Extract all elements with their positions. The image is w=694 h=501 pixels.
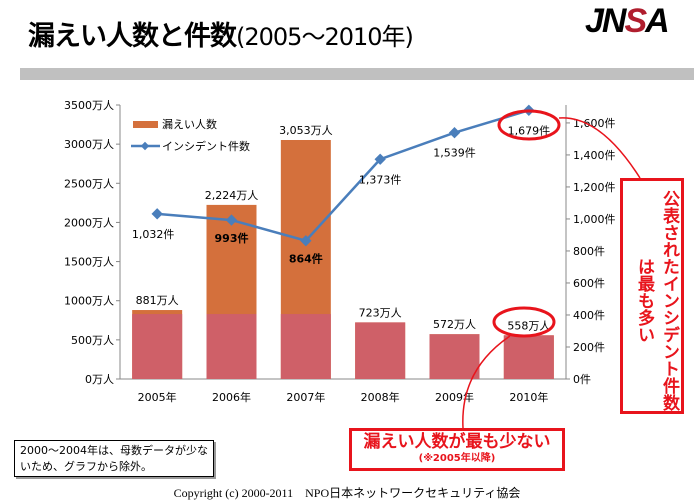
callout-min-leaks: 漏えい人数が最も少ない (※2005年以降) — [349, 428, 565, 471]
bar-base — [355, 322, 406, 379]
legend-marker-line — [140, 141, 150, 151]
line-label: 864件 — [289, 252, 323, 266]
bar-label: 881万人 — [136, 294, 179, 307]
left-tick-label: 0万人 — [85, 373, 114, 386]
page-title: 漏えい人数と件数(2005～2010年) — [28, 21, 414, 52]
exclusion-note: 2000～2004年は、母数データが少ないため、グラフから除外。 — [14, 440, 214, 477]
bar-base — [206, 314, 257, 379]
left-tick-label: 1500万人 — [64, 256, 114, 269]
right-tick-label: 400件 — [573, 309, 605, 322]
legend-label-bars: 漏えい人数 — [162, 118, 217, 131]
callout-min-leaks-note: (※2005年以降) — [418, 453, 496, 464]
callout-max-incidents: 公表されたインシデント件数は最も多い — [620, 178, 684, 414]
bar-label: 2,224万人 — [205, 189, 259, 202]
right-tick-label: 1,000件 — [573, 213, 616, 226]
left-tick-label: 2000万人 — [64, 216, 114, 229]
right-tick-label: 1,400件 — [573, 149, 616, 162]
x-tick-label: 2008年 — [361, 390, 400, 404]
title-divider — [20, 68, 694, 80]
incident-line — [157, 109, 530, 243]
line-point — [151, 208, 163, 220]
left-tick-label: 3000万人 — [64, 138, 114, 151]
highlight-ellipse-incidents — [497, 109, 561, 141]
page-subtitle: (2005～2010年) — [236, 23, 414, 51]
legend-label-line: インシデント件数 — [162, 139, 250, 153]
bar-label: 3,053万人 — [279, 124, 333, 137]
bar-base — [429, 334, 480, 379]
x-tick-label: 2005年 — [138, 390, 177, 404]
bar-label: 558万人 — [507, 319, 550, 332]
legend-swatch-bars — [133, 121, 158, 128]
line-label: 1,539件 — [433, 147, 476, 160]
right-tick-label: 800件 — [573, 245, 605, 258]
bar-base — [503, 335, 554, 379]
line-label: 993件 — [215, 231, 249, 245]
left-tick-label: 3500万人 — [64, 99, 114, 112]
line-label: 1,373件 — [359, 173, 402, 186]
leader-line-leaks — [462, 335, 511, 429]
right-tick-label: 0件 — [573, 373, 591, 386]
right-tick-label: 1,200件 — [573, 181, 616, 194]
x-tick-label: 2007年 — [286, 390, 325, 404]
callout-min-leaks-text: 漏えい人数が最も少ない — [363, 432, 551, 452]
line-label: 1,032件 — [132, 228, 175, 241]
line-point — [374, 153, 386, 165]
line-label: 1,679件 — [508, 124, 551, 137]
left-tick-label: 1000万人 — [64, 295, 114, 308]
right-tick-label: 200件 — [573, 341, 605, 354]
bar-label: 723万人 — [359, 306, 402, 319]
line-point — [225, 214, 238, 226]
highlight-ellipse-leaks — [492, 306, 556, 338]
line-point — [300, 235, 312, 247]
line-point — [448, 127, 461, 139]
right-tick-label: 600件 — [573, 277, 605, 290]
bar-base — [132, 314, 183, 379]
x-tick-label: 2009年 — [435, 390, 474, 404]
left-tick-label: 2500万人 — [64, 177, 114, 190]
right-tick-label: 1,600件 — [573, 117, 616, 130]
bar-base — [280, 314, 331, 379]
leader-line-incidents — [558, 117, 641, 179]
copyright: Copyright (c) 2000-2011 NPO日本ネットワークセキュリテ… — [173, 486, 521, 500]
left-tick-label: 500万人 — [71, 334, 114, 347]
bar-label: 572万人 — [433, 318, 476, 331]
x-tick-label: 2006年 — [212, 390, 251, 404]
x-tick-label: 2010年 — [509, 390, 548, 404]
jnsa-logo: JNSA — [585, 2, 670, 40]
